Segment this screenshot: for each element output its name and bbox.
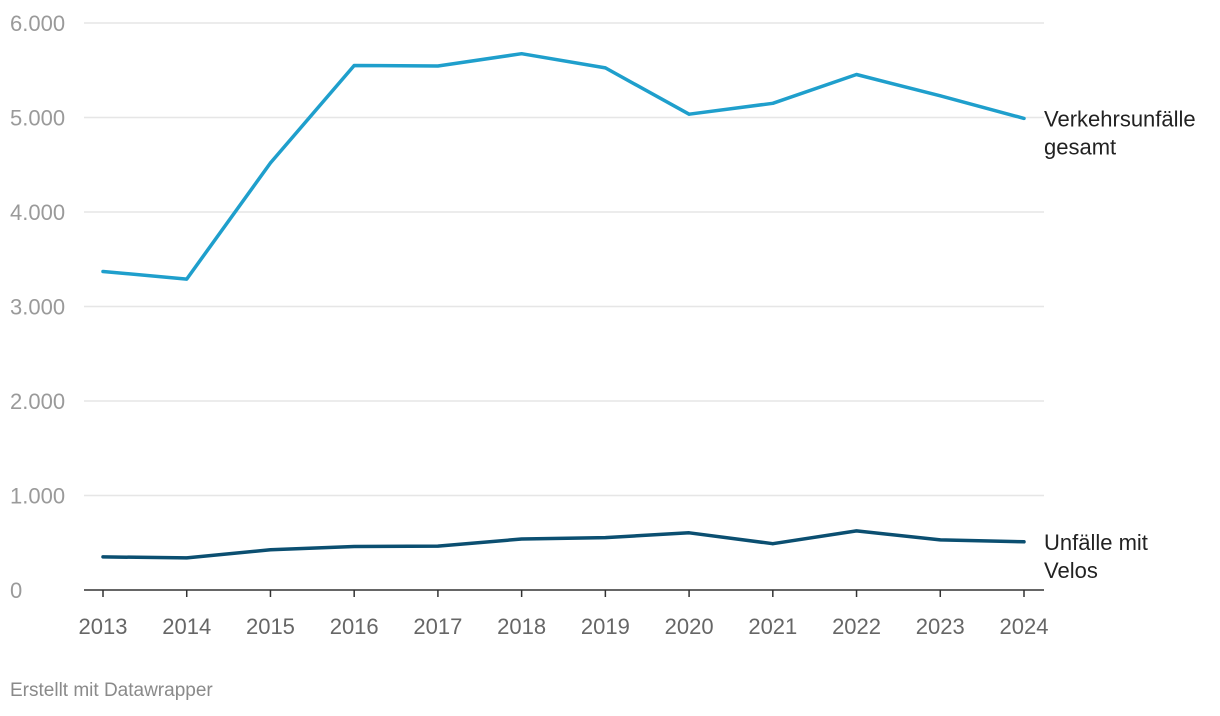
- x-tick-label: 2013: [79, 614, 128, 639]
- x-tick-label: 2019: [581, 614, 630, 639]
- y-tick-label: 1.000: [10, 484, 65, 509]
- x-tick-label: 2022: [832, 614, 881, 639]
- data-point: [352, 545, 356, 549]
- series-labels: Verkehrsunfälle gesamt Unfälle mit Velos: [1044, 106, 1196, 582]
- data-point: [520, 537, 524, 541]
- data-point: [771, 542, 775, 546]
- x-tick-label: 2021: [748, 614, 797, 639]
- series-label: Verkehrsunfälle: [1044, 106, 1196, 131]
- data-point: [1022, 540, 1026, 544]
- data-point: [938, 538, 942, 542]
- data-point: [185, 556, 189, 560]
- data-point: [436, 544, 440, 548]
- data-point: [101, 270, 105, 274]
- data-point: [520, 52, 524, 56]
- series-line: [101, 51, 1026, 281]
- grid-lines: [84, 22, 1044, 497]
- data-point: [603, 536, 607, 540]
- data-point: [855, 529, 859, 533]
- data-point: [687, 531, 691, 535]
- series-lines: [101, 51, 1026, 560]
- x-tick-label: 2020: [665, 614, 714, 639]
- x-tick-label: 2016: [330, 614, 379, 639]
- x-tick-label: 2023: [916, 614, 965, 639]
- data-point: [938, 94, 942, 98]
- data-point: [771, 101, 775, 105]
- series-label: gesamt: [1044, 134, 1116, 159]
- data-point: [687, 112, 691, 116]
- x-tick-label: 2014: [162, 614, 211, 639]
- y-tick-label: 6.000: [10, 11, 65, 36]
- data-point: [436, 64, 440, 68]
- y-axis-labels: 0 1.000 2.000 3.000 4.000 5.000 6.000: [10, 11, 65, 603]
- data-point: [603, 66, 607, 70]
- data-point: [352, 64, 356, 68]
- credit-footer: Erstellt mit Datawrapper: [10, 680, 213, 701]
- data-point: [268, 548, 272, 552]
- y-tick-label: 3.000: [10, 295, 65, 320]
- series-line: [101, 529, 1026, 560]
- data-point: [268, 161, 272, 165]
- x-axis: 2013 2014 2015 2016 2017 2018 2019 2020 2021 2022…: [79, 589, 1049, 639]
- data-point: [101, 555, 105, 559]
- y-tick-label: 2.000: [10, 389, 65, 414]
- y-tick-label: 0: [10, 578, 22, 603]
- series-label: Velos: [1044, 558, 1098, 583]
- data-point: [1022, 116, 1026, 120]
- x-tick-label: 2015: [246, 614, 295, 639]
- series-label: Unfälle mit: [1044, 530, 1148, 555]
- x-tick-label: 2018: [497, 614, 546, 639]
- y-tick-label: 4.000: [10, 200, 65, 225]
- x-tick-label: 2017: [413, 614, 462, 639]
- x-tick-label: 2024: [1000, 614, 1049, 639]
- y-tick-label: 5.000: [10, 106, 65, 131]
- data-point: [185, 277, 189, 281]
- data-point: [855, 73, 859, 77]
